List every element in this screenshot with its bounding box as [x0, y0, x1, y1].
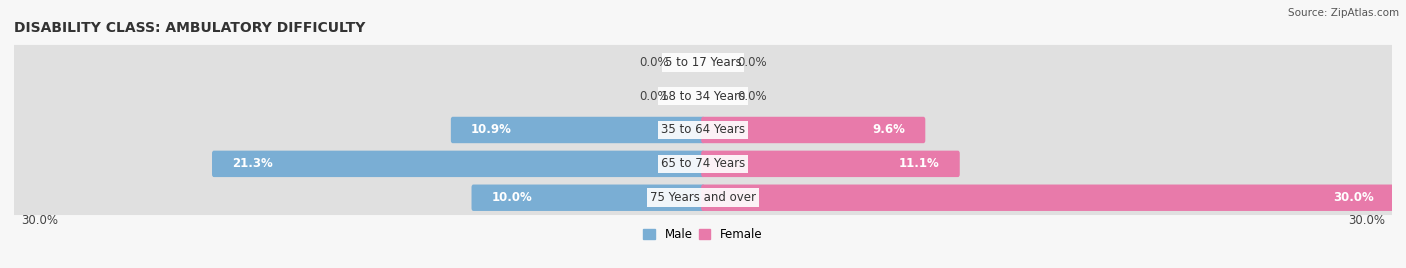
- Text: 10.0%: 10.0%: [492, 191, 533, 204]
- Text: 9.6%: 9.6%: [872, 124, 905, 136]
- FancyBboxPatch shape: [702, 117, 925, 143]
- Text: 30.0%: 30.0%: [1348, 214, 1385, 227]
- FancyBboxPatch shape: [471, 185, 704, 211]
- Text: 75 Years and over: 75 Years and over: [650, 191, 756, 204]
- Text: 0.0%: 0.0%: [738, 90, 768, 103]
- FancyBboxPatch shape: [4, 147, 1402, 181]
- FancyBboxPatch shape: [212, 151, 704, 177]
- FancyBboxPatch shape: [4, 79, 1402, 113]
- Text: 10.9%: 10.9%: [471, 124, 512, 136]
- Text: 18 to 34 Years: 18 to 34 Years: [661, 90, 745, 103]
- Text: 35 to 64 Years: 35 to 64 Years: [661, 124, 745, 136]
- FancyBboxPatch shape: [702, 151, 960, 177]
- Text: 0.0%: 0.0%: [638, 90, 669, 103]
- FancyBboxPatch shape: [4, 180, 1402, 215]
- FancyBboxPatch shape: [4, 45, 1402, 80]
- Text: 30.0%: 30.0%: [21, 214, 58, 227]
- Text: 0.0%: 0.0%: [638, 56, 669, 69]
- Text: 21.3%: 21.3%: [232, 157, 273, 170]
- FancyBboxPatch shape: [451, 117, 704, 143]
- Legend: Male, Female: Male, Female: [638, 224, 768, 246]
- Text: 65 to 74 Years: 65 to 74 Years: [661, 157, 745, 170]
- FancyBboxPatch shape: [4, 113, 1402, 147]
- Text: DISABILITY CLASS: AMBULATORY DIFFICULTY: DISABILITY CLASS: AMBULATORY DIFFICULTY: [14, 21, 366, 35]
- Text: 30.0%: 30.0%: [1333, 191, 1374, 204]
- Text: 11.1%: 11.1%: [898, 157, 939, 170]
- Text: Source: ZipAtlas.com: Source: ZipAtlas.com: [1288, 8, 1399, 18]
- Text: 0.0%: 0.0%: [738, 56, 768, 69]
- Text: 5 to 17 Years: 5 to 17 Years: [665, 56, 741, 69]
- FancyBboxPatch shape: [702, 185, 1393, 211]
